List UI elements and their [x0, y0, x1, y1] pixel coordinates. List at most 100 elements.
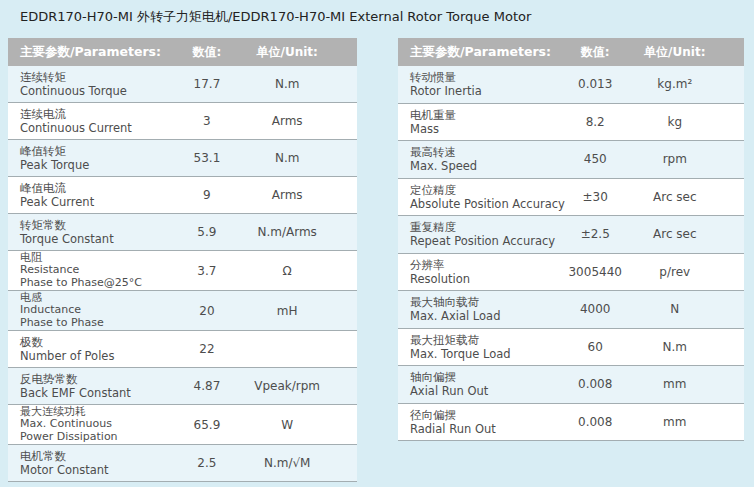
page-title: EDDR170-H70-MI 外转子力矩电机/EDDR170-H70-MI Ex… [0, 0, 754, 25]
header-unit-label: 单位/Unit: [633, 44, 716, 61]
param-unit: N [633, 302, 716, 316]
param-label-line: Inductance [20, 304, 169, 316]
param-label-line: 反电势常数 [20, 372, 169, 386]
param-value: 0.008 [557, 415, 633, 429]
param-value: 53.1 [169, 151, 246, 165]
param-unit: rpm [633, 152, 716, 166]
param-label-line: 重复精度 [410, 220, 557, 234]
param-label-line: 定位精度 [410, 183, 557, 197]
table-body: 连续转矩Continuous Torque17.7N.m连续电流Continuo… [8, 66, 357, 482]
header-parameters-label: 主要参数/Parameters: [8, 44, 169, 61]
param-unit: Ω [245, 264, 329, 278]
table-row: 连续电流Continuous Current3Arms [8, 103, 357, 140]
param-label-line: Number of Poles [20, 349, 169, 363]
param-label: 最高转速Max. Speed [398, 145, 557, 173]
param-label: 径向偏摆Radial Run Out [398, 408, 557, 436]
param-unit: N.m/Arms [245, 225, 329, 239]
table-header: 主要参数/Parameters: 数值: 单位/Unit: [398, 38, 744, 66]
param-label: 电机常数Motor Constant [8, 449, 169, 477]
param-value: 4000 [557, 302, 633, 316]
param-label: 轴向偏摆Axial Run Out [398, 370, 557, 398]
table-row: 轴向偏摆Axial Run Out0.008mm [398, 366, 744, 404]
param-label-line: Motor Constant [20, 463, 169, 477]
table-row: 电机重量Mass8.2kg [398, 104, 744, 142]
table-row: 重复精度Repeat Position Accuracy±2.5Arc sec [398, 216, 744, 254]
table-row: 电感InductancePhase to Phase20mH [8, 291, 357, 331]
param-label-line: Continuous Current [20, 121, 169, 135]
param-label: 电感InductancePhase to Phase [8, 292, 169, 329]
param-label: 电机重量Mass [398, 108, 557, 136]
param-label-line: Radial Run Out [410, 422, 557, 436]
param-label-line: Axial Run Out [410, 384, 557, 398]
param-value: 65.9 [169, 418, 246, 432]
header-parameters-label: 主要参数/Parameters: [398, 44, 557, 61]
param-value: 22 [169, 342, 246, 356]
param-label-line: 峰值电流 [20, 181, 169, 195]
param-unit: mm [633, 415, 716, 429]
table-row: 最大轴向载荷Max. Axial Load4000N [398, 291, 744, 329]
param-unit: N.m/√M [245, 456, 329, 470]
param-label-line: Max. Axial Load [410, 309, 557, 323]
table-row: 转动惯量Rotor Inertia0.013kg.m² [398, 66, 744, 104]
table-row: 电阻ResistancePhase to Phase@25°C3.7Ω [8, 251, 357, 291]
table-row: 转矩常数Torque Constant5.9N.m/Arms [8, 214, 357, 251]
table-row: 连续转矩Continuous Torque17.7N.m [8, 66, 357, 103]
param-unit: mH [245, 304, 329, 318]
param-label: 连续转矩Continuous Torque [8, 70, 169, 98]
param-value: 0.008 [557, 377, 633, 391]
param-label-line: 最大扭矩载荷 [410, 333, 557, 347]
param-value: 3 [169, 114, 246, 128]
param-label: 峰值电流Peak Current [8, 181, 169, 209]
param-value: 20 [169, 304, 246, 318]
param-value: 17.7 [169, 77, 246, 91]
param-label-line: Phase to Phase [20, 317, 169, 329]
header-value-label: 数值: [557, 44, 633, 61]
param-unit: kg.m² [633, 77, 716, 91]
param-value: 450 [557, 152, 633, 166]
param-label: 最大轴向载荷Max. Axial Load [398, 295, 557, 323]
param-value: 3005440 [557, 265, 633, 279]
param-label-line: Resistance [20, 264, 169, 276]
param-label-line: Max. Continuous [20, 418, 169, 430]
param-label: 最大扭矩载荷Max. Torque Load [398, 333, 557, 361]
param-label-line: 连续电流 [20, 107, 169, 121]
param-label-line: Mass [410, 122, 557, 136]
table-row: 极数Number of Poles22 [8, 331, 357, 368]
param-value: 3.7 [169, 264, 246, 278]
param-label-line: 轴向偏摆 [410, 370, 557, 384]
param-label-line: 转动惯量 [410, 70, 557, 84]
param-value: 0.013 [557, 77, 633, 91]
param-label: 转矩常数Torque Constant [8, 218, 169, 246]
param-label-line: Continuous Torque [20, 84, 169, 98]
param-value: 60 [557, 340, 633, 354]
param-value: 9 [169, 188, 246, 202]
param-label: 反电势常数Back EMF Constant [8, 372, 169, 400]
param-label-line: Power Dissipation [20, 431, 169, 443]
param-label-line: 分辨率 [410, 258, 557, 272]
table-body: 转动惯量Rotor Inertia0.013kg.m²电机重量Mass8.2kg… [398, 66, 744, 441]
param-unit: N.m [633, 340, 716, 354]
param-label: 电阻ResistancePhase to Phase@25°C [8, 252, 169, 289]
param-label-line: Rotor Inertia [410, 84, 557, 98]
header-unit-label: 单位/Unit: [245, 44, 329, 61]
table-header: 主要参数/Parameters: 数值: 单位/Unit: [8, 38, 357, 66]
param-unit: N.m [245, 151, 329, 165]
param-label-line: Peak Current [20, 195, 169, 209]
param-label-line: Peak Torque [20, 158, 169, 172]
param-label: 极数Number of Poles [8, 335, 169, 363]
param-unit: W [245, 418, 329, 432]
param-label-line: Back EMF Constant [20, 386, 169, 400]
param-label-line: 转矩常数 [20, 218, 169, 232]
param-label: 峰值转矩Peak Torque [8, 144, 169, 172]
param-label-line: 连续转矩 [20, 70, 169, 84]
param-unit: Vpeak/rpm [245, 379, 329, 393]
param-unit: Arc sec [633, 227, 716, 241]
table-row: 峰值电流Peak Current9Arms [8, 177, 357, 214]
param-label: 最大连续功耗Max. ContinuousPower Dissipation [8, 406, 169, 443]
param-label-line: Torque Constant [20, 232, 169, 246]
param-unit: p/rev [633, 265, 716, 279]
table-row: 最大连续功耗Max. ContinuousPower Dissipation65… [8, 405, 357, 445]
param-label-line: Absolute Position Accuracy [410, 197, 557, 211]
param-label-line: 最高转速 [410, 145, 557, 159]
param-unit: Arc sec [633, 190, 716, 204]
